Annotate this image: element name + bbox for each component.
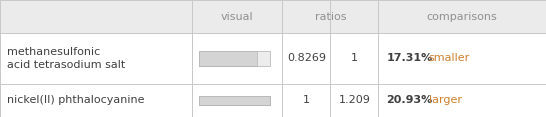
Bar (199, 51, 257, 66)
Bar (199, 51, 270, 66)
Bar (199, 96, 270, 105)
Text: 1.209: 1.209 (339, 95, 370, 105)
Text: ratios: ratios (314, 12, 346, 22)
Text: 17.31%: 17.31% (387, 53, 433, 64)
Text: larger: larger (429, 95, 461, 105)
Text: 1: 1 (351, 53, 358, 64)
Text: methanesulfonic
acid tetrasodium salt: methanesulfonic acid tetrasodium salt (7, 47, 125, 70)
Text: smaller: smaller (429, 53, 470, 64)
Text: 20.93%: 20.93% (387, 95, 433, 105)
Bar (199, 96, 270, 105)
Bar (199, 51, 257, 66)
Bar (0, 33, 546, 84)
Text: nickel(II) phthalocyanine: nickel(II) phthalocyanine (7, 95, 144, 105)
Text: visual: visual (221, 12, 253, 22)
Bar (0, 84, 546, 117)
Bar (199, 96, 270, 105)
Text: 1: 1 (303, 95, 310, 105)
Text: 0.8269: 0.8269 (287, 53, 326, 64)
Bar (0, 0, 546, 33)
Text: comparisons: comparisons (427, 12, 497, 22)
